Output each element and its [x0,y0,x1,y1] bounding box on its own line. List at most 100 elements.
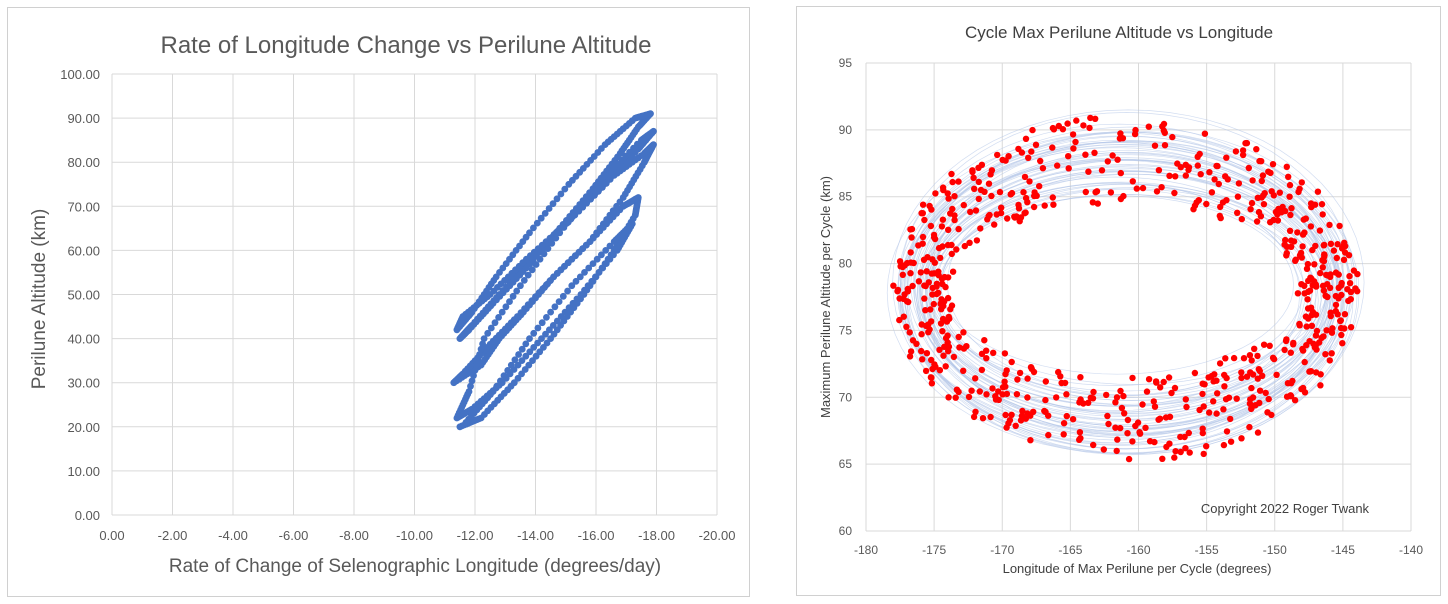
left-data-point [544,245,552,253]
right-data-point [1014,376,1021,383]
right-data-point [1199,429,1206,437]
right-data-point [960,201,967,209]
left-data-point [573,295,581,303]
right-data-point [1211,176,1218,183]
right-data-point [1077,396,1084,403]
right-data-point [923,268,930,275]
right-data-point [1194,153,1201,160]
right-data-point [1302,313,1310,320]
right-data-point [1221,383,1228,390]
right-data-point [936,346,943,353]
right-data-point [1177,448,1184,456]
right-data-point [1220,406,1227,413]
right-data-point [1245,164,1252,172]
left-y-tick-label: 0.00 [75,508,100,523]
right-data-point [1020,189,1027,196]
left-data-point [474,356,482,364]
right-data-point [1058,379,1065,387]
left-data-point [507,361,515,369]
right-data-point [1223,154,1230,161]
right-data-point [939,328,946,335]
right-data-point [952,394,959,401]
right-data-point [1269,161,1277,168]
right-data-point [1316,227,1324,234]
right-data-point [1016,369,1024,377]
right-data-point [923,350,931,357]
right-data-point [1339,340,1346,347]
right-data-point [947,306,954,313]
right-data-point [1282,337,1290,345]
right-data-point [1160,120,1168,128]
left-x-tick-label: 0.00 [99,528,124,543]
left-data-point [577,202,585,210]
right-data-point [1161,142,1169,149]
left-data-point [606,242,614,250]
right-data-point [1151,403,1159,410]
right-data-point [1264,409,1271,416]
right-data-point [1260,341,1268,348]
right-data-point [945,195,952,202]
right-data-point [1247,369,1254,376]
right-data-point [925,321,932,328]
right-data-point [996,188,1004,196]
right-data-point [1246,423,1253,431]
left-data-point [585,264,593,272]
right-data-point [1283,163,1290,170]
right-data-point [948,170,955,178]
right-data-point [1203,200,1210,208]
right-data-point [1252,402,1259,409]
left-data-point [524,271,532,279]
right-data-point [1073,117,1080,124]
right-data-point [1026,178,1033,185]
right-data-point [956,344,963,351]
right-data-point [1017,214,1025,221]
right-data-point [1182,445,1189,452]
right-data-point [1008,189,1016,197]
right-data-point [1309,246,1316,254]
right-data-point [1080,122,1087,129]
right-data-point [918,347,925,355]
right-data-point [1172,173,1179,180]
left-data-point [493,382,501,390]
right-data-point [1112,399,1119,406]
left-data-point [522,352,530,360]
right-data-point [918,210,925,217]
right-data-point [1308,322,1316,329]
right-data-point [1182,161,1189,168]
left-y-tick-label: 30.00 [67,376,100,391]
right-data-point [1260,201,1268,208]
right-data-point [1287,211,1294,219]
right-data-point [929,291,936,298]
right-data-point [1117,387,1124,395]
right-data-point [949,268,957,275]
right-data-point [1206,409,1213,416]
right-data-point [1206,169,1213,176]
right-data-point [896,258,904,265]
right-data-point [1008,358,1015,366]
left-data-point [477,345,485,353]
right-data-point [1238,369,1245,376]
right-data-point [989,385,996,392]
right-data-point [1064,120,1071,127]
right-data-point [1133,185,1140,192]
right-data-point [1258,158,1265,165]
right-data-point [1254,352,1261,360]
right-data-point [1072,138,1079,146]
right-data-point [1042,396,1049,404]
right-data-point [907,348,915,355]
right-data-point [1166,172,1173,179]
right-data-point [1156,415,1164,422]
right-data-point [1256,367,1263,375]
right-data-point [1267,219,1274,226]
right-data-point [1201,381,1208,388]
right-data-point [1049,124,1057,132]
right-data-point [975,195,982,203]
right-data-point [1021,210,1028,217]
right-data-point [1334,241,1341,248]
right-data-point [1098,167,1106,174]
left-data-point [547,308,554,316]
right-data-point [1022,135,1030,142]
right-data-point [1166,413,1174,420]
right-x-tick-label: -145 [1331,543,1355,557]
left-data-point [549,200,557,208]
